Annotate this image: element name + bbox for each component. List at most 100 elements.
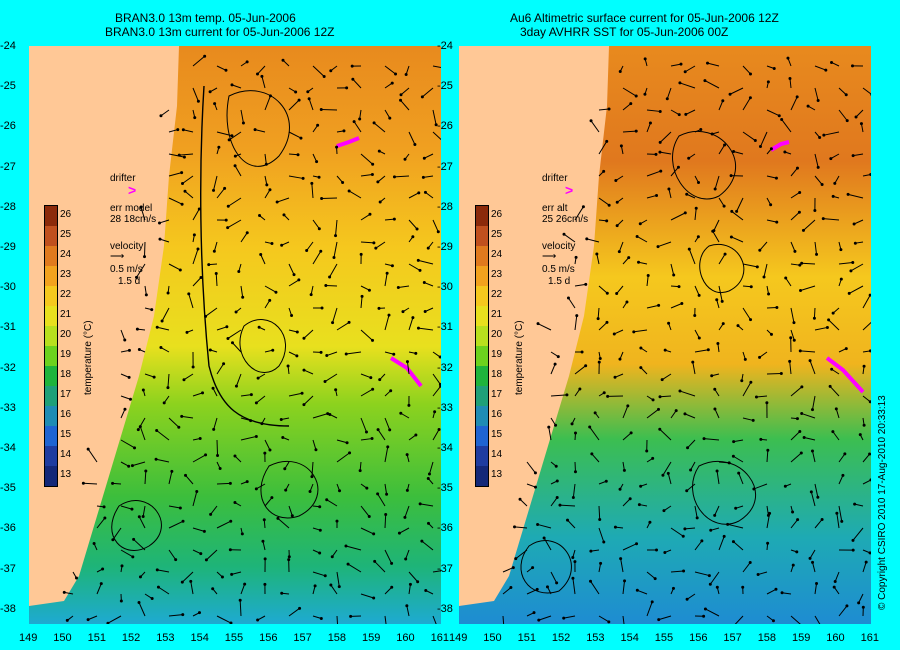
current-vector bbox=[502, 615, 505, 624]
current-vector-head bbox=[637, 260, 641, 264]
colorbar-tick-label: 26 bbox=[60, 209, 72, 220]
current-vector bbox=[622, 543, 637, 551]
current-vector bbox=[140, 207, 146, 221]
current-vector bbox=[848, 285, 864, 294]
current-vector-head bbox=[101, 567, 105, 571]
left-current-vectors bbox=[62, 54, 441, 624]
current-vector bbox=[781, 592, 792, 595]
current-vector bbox=[399, 527, 410, 534]
current-vector bbox=[429, 461, 434, 475]
current-vector bbox=[432, 65, 441, 69]
current-vector-head bbox=[223, 186, 227, 190]
current-vector-head bbox=[722, 204, 726, 208]
current-vector-head bbox=[676, 165, 680, 169]
current-vector bbox=[622, 405, 629, 419]
current-vector-head bbox=[103, 516, 107, 520]
current-vector bbox=[591, 453, 600, 463]
current-vector bbox=[598, 141, 608, 155]
current-vector-head bbox=[615, 224, 619, 228]
current-vector bbox=[620, 558, 624, 573]
current-vector-head bbox=[795, 417, 799, 421]
current-vector-head bbox=[766, 80, 770, 84]
current-vector-head bbox=[226, 226, 230, 230]
current-vector bbox=[618, 241, 624, 252]
current-vector bbox=[598, 505, 601, 520]
current-vector-head bbox=[183, 189, 187, 193]
current-vector bbox=[87, 615, 98, 621]
current-vector-head bbox=[370, 437, 374, 441]
current-vector-head bbox=[306, 90, 310, 94]
current-vector bbox=[666, 87, 672, 99]
current-vector-head bbox=[802, 436, 806, 440]
current-vector bbox=[707, 62, 720, 67]
current-vector bbox=[168, 614, 183, 617]
current-vector-head bbox=[613, 525, 617, 529]
current-vector bbox=[120, 505, 133, 510]
current-vector-head bbox=[853, 502, 857, 506]
current-vector-head bbox=[238, 598, 242, 602]
current-vector bbox=[694, 505, 698, 519]
latitude-tick-label: -34 bbox=[0, 442, 16, 454]
current-vector-head bbox=[755, 265, 759, 269]
current-vector-head bbox=[290, 514, 294, 518]
colorbar-tick-label: 14 bbox=[491, 449, 503, 460]
current-vector-head bbox=[207, 263, 211, 267]
current-vector-head bbox=[558, 503, 562, 507]
current-vector bbox=[384, 273, 388, 287]
current-vector-head bbox=[797, 210, 801, 214]
current-vector bbox=[814, 153, 819, 168]
current-vector bbox=[311, 183, 314, 199]
latitude-tick-label: -32 bbox=[0, 361, 16, 374]
current-vector bbox=[408, 263, 421, 271]
longitude-tick-label: 153 bbox=[586, 632, 605, 644]
current-vector-head bbox=[392, 175, 396, 179]
current-vector-head bbox=[729, 174, 733, 178]
current-vector bbox=[384, 314, 390, 331]
current-vector bbox=[264, 439, 271, 451]
current-vector bbox=[670, 263, 675, 276]
current-vector bbox=[239, 600, 242, 617]
current-vector bbox=[183, 373, 194, 381]
current-vector-head bbox=[728, 92, 732, 96]
current-vector bbox=[814, 65, 826, 71]
current-vector bbox=[686, 483, 696, 492]
current-vector bbox=[785, 277, 792, 287]
current-vector-head bbox=[243, 582, 247, 586]
current-vector-head bbox=[766, 448, 770, 452]
current-vector bbox=[324, 373, 338, 382]
current-vector-head bbox=[258, 214, 262, 218]
left-err-value: 28 18cm/s bbox=[110, 214, 157, 225]
current-vector-head bbox=[415, 227, 419, 231]
current-vector-head bbox=[578, 387, 582, 391]
current-vector bbox=[136, 263, 146, 278]
current-vector-head bbox=[667, 187, 671, 191]
current-vector bbox=[156, 430, 170, 441]
current-vector bbox=[633, 329, 648, 333]
current-vector-head bbox=[651, 398, 655, 402]
current-vector bbox=[742, 381, 752, 397]
longitude-tick-label: 161 bbox=[430, 632, 449, 644]
current-vector-head bbox=[420, 95, 424, 99]
current-vector-head bbox=[193, 116, 197, 120]
current-vector-head bbox=[137, 348, 141, 352]
current-vector bbox=[168, 417, 180, 428]
current-vector-head bbox=[845, 604, 849, 608]
current-vector bbox=[308, 98, 314, 111]
colorbar-tick-label: 15 bbox=[60, 429, 72, 440]
current-vector bbox=[400, 87, 410, 96]
current-vector-head bbox=[349, 614, 353, 618]
current-vector-head bbox=[575, 314, 579, 318]
current-vector bbox=[803, 219, 816, 231]
current-vector-head bbox=[721, 322, 725, 326]
current-vector-head bbox=[602, 391, 606, 395]
current-vector-head bbox=[854, 115, 858, 119]
current-vector-head bbox=[280, 591, 284, 595]
current-vector-head bbox=[697, 181, 701, 185]
current-vector bbox=[832, 431, 840, 441]
current-vector-head bbox=[709, 528, 713, 532]
current-vector bbox=[112, 527, 122, 540]
current-vector-head bbox=[623, 579, 627, 583]
colorbar-swatch bbox=[476, 246, 488, 266]
current-vector-head bbox=[625, 300, 629, 304]
current-vector-head bbox=[666, 471, 670, 475]
